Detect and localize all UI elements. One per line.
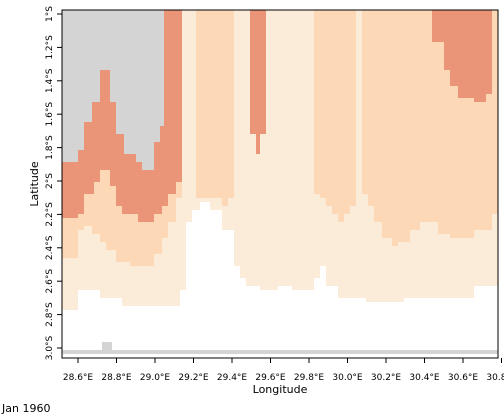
x-tick-label: 29.4°E xyxy=(217,373,248,383)
x-tick-label: 30.0°E xyxy=(332,373,363,383)
y-tick-label: 2.2°S xyxy=(45,202,55,227)
region-level-3-center xyxy=(250,10,266,154)
region-level-3-east xyxy=(432,10,492,102)
y-tick-label: 2.8°S xyxy=(45,302,55,327)
x-axis: 28.6°E 28.8°E 29.0°E 29.2°E 29.4°E 29.6°E 29.8… xyxy=(63,358,504,383)
x-tick-label: 29.0°E xyxy=(140,373,171,383)
y-tick-label: 1.6°S xyxy=(45,102,55,127)
x-tick-label: 30.4°E xyxy=(409,373,440,383)
plot-frame xyxy=(61,9,499,359)
y-tick-label: 3.0°S xyxy=(45,335,55,360)
x-tick-label: 29.2°E xyxy=(178,373,209,383)
y-tick-label: 1.8°S xyxy=(45,135,55,160)
nodata-region xyxy=(62,10,164,170)
y-axis-title: Latitude xyxy=(28,161,41,207)
nodata-bottom-cell xyxy=(102,342,112,354)
y-tick-label: 2°S xyxy=(45,173,55,189)
y-axis: 1°S 1.2°S 1.4°S 1.6°S 1.8°S 2°S 2.2°S 2.4°S 2.6°… xyxy=(45,6,62,360)
x-tick-label: 28.8°E xyxy=(101,373,132,383)
x-tick-label: 30.6°E xyxy=(448,373,479,383)
shaded-regions xyxy=(62,10,498,354)
y-tick-label: 1.2°S xyxy=(45,35,55,60)
nodata-bottom-stripe xyxy=(62,350,498,354)
date-label: Jan 1960 xyxy=(2,402,51,415)
y-tick-label: 2.6°S xyxy=(45,269,55,294)
x-tick-label: 29.8°E xyxy=(294,373,325,383)
x-tick-label: 29.6°E xyxy=(255,373,286,383)
x-tick-label: 28.6°E xyxy=(63,373,94,383)
y-tick-label: 1°S xyxy=(45,6,55,22)
y-tick-label: 1.4°S xyxy=(45,68,55,93)
x-tick-label: 30.2°E xyxy=(371,373,402,383)
x-tick-label: 30.8°E xyxy=(486,373,504,383)
x-axis-title: Longitude xyxy=(253,383,308,396)
y-tick-label: 2.4°S xyxy=(45,235,55,260)
